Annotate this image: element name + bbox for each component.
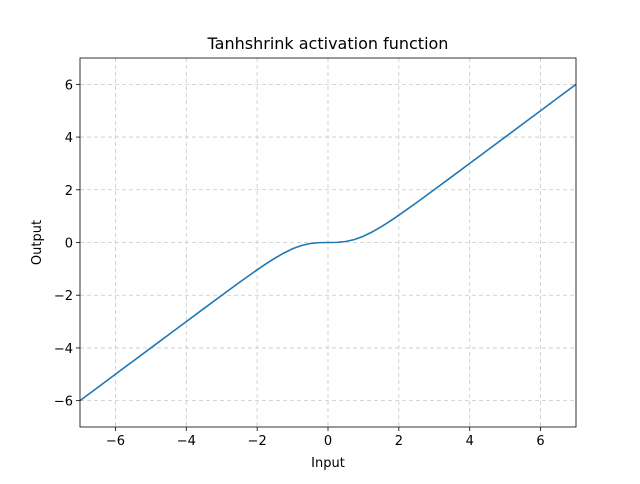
y-tick-label: 6 [65,78,73,93]
x-axis-label: Input [311,456,345,471]
x-tick-label: −4 [177,434,196,449]
y-tick-label: −6 [54,395,73,410]
x-tick-label: 4 [466,434,474,449]
y-tick-label: −4 [54,342,73,357]
y-axis-label: Output [30,220,45,265]
y-tick-label: 0 [65,237,73,252]
line-series [79,83,577,402]
y-tick-label: −2 [54,289,73,304]
x-tick-label: 0 [324,434,332,449]
x-tick-label: −6 [106,434,125,449]
plot [79,83,577,402]
y-tick-label: 2 [65,184,73,199]
y-tick-label: 4 [65,131,73,146]
x-tick-label: 6 [536,434,544,449]
x-tick-label: −2 [248,434,267,449]
x-tick-label: 2 [395,434,403,449]
chart-title: Tanhshrink activation function [207,34,449,53]
